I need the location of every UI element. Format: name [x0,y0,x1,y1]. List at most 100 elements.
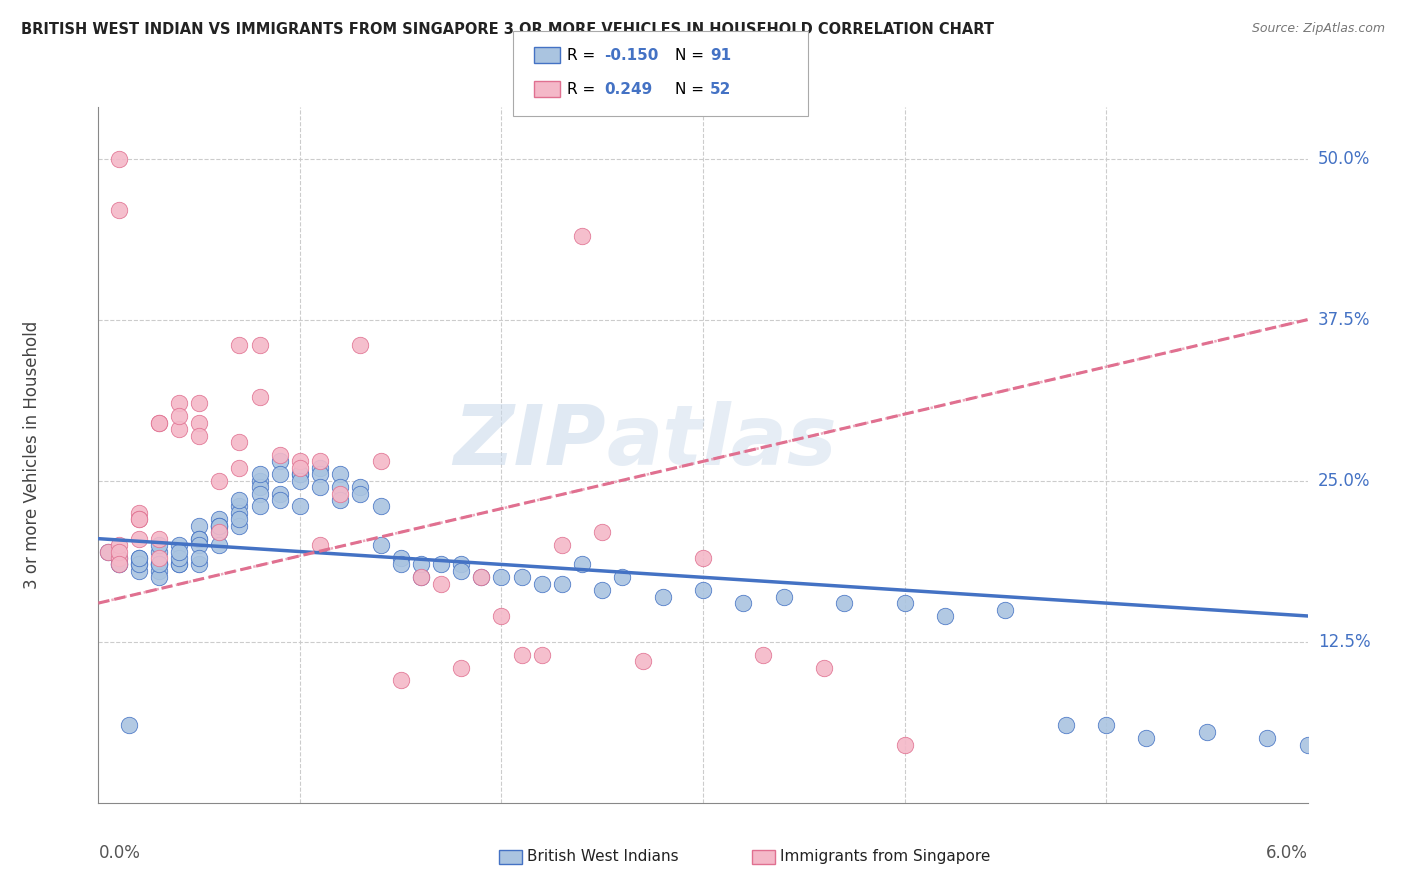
Text: 37.5%: 37.5% [1317,310,1371,328]
Point [148,416,170,430]
Point [370,500,392,514]
Point [148,551,170,566]
Point [128,506,150,520]
Point [288,467,311,482]
Point [128,558,150,572]
Text: British West Indians: British West Indians [527,849,679,863]
Point [249,474,271,488]
Point [228,500,250,514]
Point [188,558,211,572]
Point [107,558,129,572]
Point [107,558,129,572]
Point [128,512,150,526]
Point [1195,725,1218,739]
Point [813,660,835,674]
Point [208,525,231,540]
Point [148,564,170,578]
Point [107,203,129,218]
Point [228,512,250,526]
Point [288,467,311,482]
Point [148,558,170,572]
Point [167,551,190,566]
Text: R =: R = [567,82,600,96]
Point [510,648,533,662]
Point [107,538,129,552]
Point [148,532,170,546]
Point [167,409,190,424]
Point [1135,731,1157,746]
Text: R =: R = [567,48,600,62]
Point [370,538,392,552]
Text: 52: 52 [710,82,731,96]
Point [612,570,634,584]
Point [530,648,553,662]
Point [994,602,1017,616]
Point [692,583,714,598]
Point [349,480,371,494]
Point [269,448,291,462]
Text: 50.0%: 50.0% [1317,150,1369,168]
Point [450,660,472,674]
Point [97,544,120,558]
Point [329,486,352,500]
Point [128,551,150,566]
Point [470,570,492,584]
Point [148,416,170,430]
Point [269,454,291,468]
Point [208,538,231,552]
Point [249,480,271,494]
Point [167,396,190,410]
Point [208,525,231,540]
Point [450,564,472,578]
Point [491,609,513,624]
Point [269,493,291,508]
Text: N =: N = [675,82,709,96]
Point [148,558,170,572]
Point [772,590,794,604]
Point [430,558,453,572]
Point [167,558,190,572]
Point [309,480,332,494]
Text: atlas: atlas [606,401,837,482]
Point [269,486,291,500]
Point [409,558,432,572]
Point [188,532,211,546]
Point [309,467,332,482]
Point [934,609,956,624]
Point [288,474,311,488]
Point [208,474,231,488]
Point [249,500,271,514]
Point [208,518,231,533]
Point [148,558,170,572]
Point [631,654,654,668]
Point [309,454,332,468]
Text: N =: N = [675,48,709,62]
Point [510,570,533,584]
Point [288,454,311,468]
Point [107,544,129,558]
Point [107,152,129,166]
Point [430,576,453,591]
Point [530,576,553,591]
Text: 0.249: 0.249 [605,82,652,96]
Point [349,338,371,352]
Text: ZIP: ZIP [454,401,606,482]
Text: 6.0%: 6.0% [1265,844,1308,862]
Point [470,570,492,584]
Point [591,525,613,540]
Point [370,454,392,468]
Point [329,493,352,508]
Point [208,512,231,526]
Point [228,518,250,533]
Point [228,435,250,450]
Point [551,538,574,552]
Point [1256,731,1278,746]
Point [188,518,211,533]
Point [128,532,150,546]
Point [228,506,250,520]
Point [1095,718,1118,732]
Point [571,228,593,243]
Point [832,596,855,610]
Point [409,570,432,584]
Point [571,558,593,572]
